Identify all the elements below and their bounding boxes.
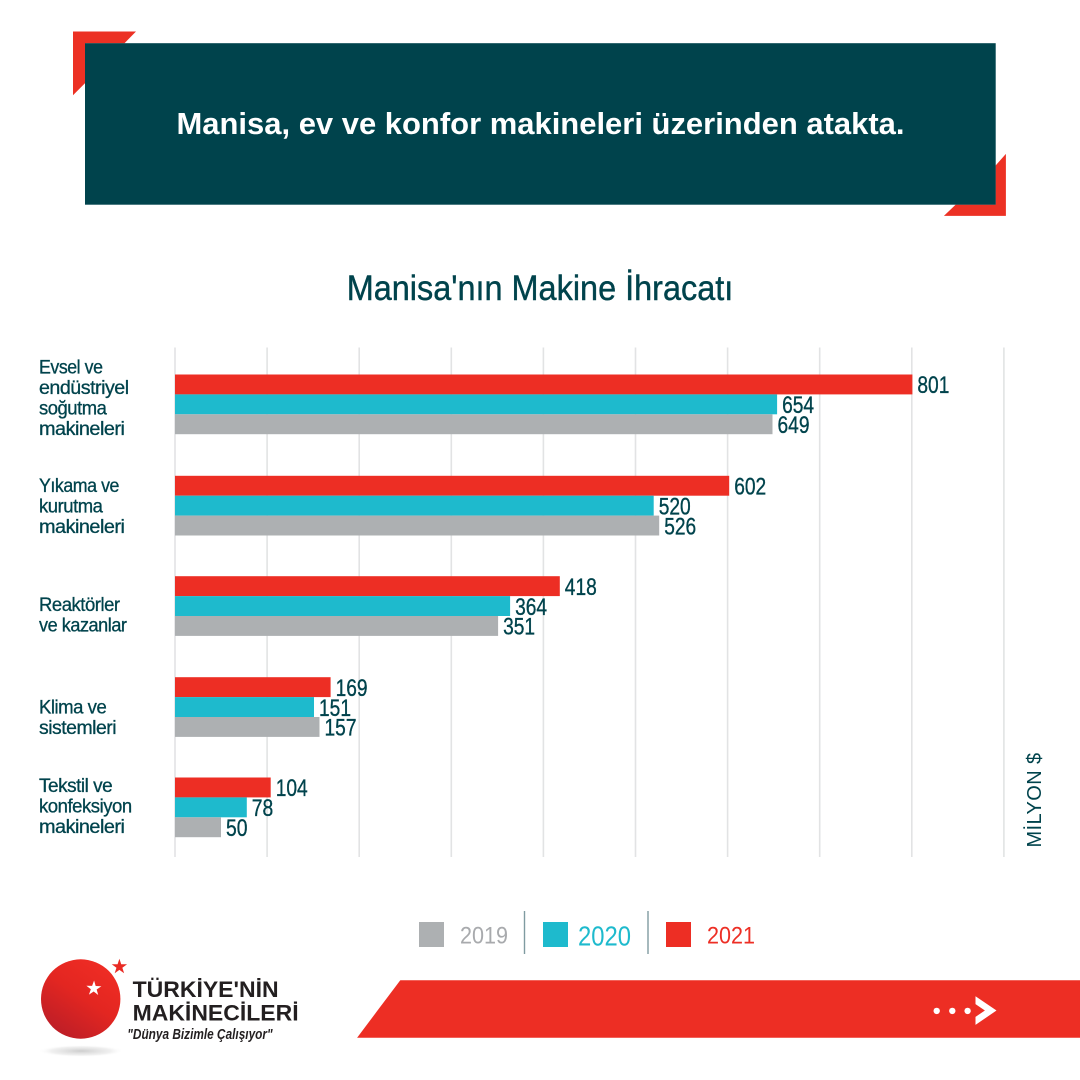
svg-text:soğutma: soğutma <box>39 398 107 420</box>
svg-text:Reaktörler: Reaktörler <box>39 594 121 616</box>
svg-text:Klima ve: Klima ve <box>39 696 106 718</box>
svg-text:Evsel ve: Evsel ve <box>39 357 103 379</box>
svg-text:endüstriyel: endüstriyel <box>39 377 129 399</box>
svg-text:makineleri: makineleri <box>39 418 125 440</box>
svg-text:169: 169 <box>336 675 368 702</box>
svg-text:526: 526 <box>664 513 696 540</box>
svg-text:kurutma: kurutma <box>39 496 103 518</box>
svg-text:78: 78 <box>252 795 273 822</box>
svg-text:TÜRKİYE'NİN: TÜRKİYE'NİN <box>133 977 279 1002</box>
svg-text:151: 151 <box>319 695 351 722</box>
svg-text:801: 801 <box>917 372 949 399</box>
svg-text:ve kazanlar: ve kazanlar <box>39 615 127 637</box>
svg-text:makineleri: makineleri <box>39 516 125 538</box>
svg-text:104: 104 <box>276 775 308 802</box>
svg-text:"Dünya Bizimle Çalışıyor": "Dünya Bizimle Çalışıyor" <box>127 1027 273 1043</box>
svg-text:makineleri: makineleri <box>39 816 125 838</box>
svg-text:2021: 2021 <box>707 923 755 950</box>
svg-text:Manisa, ev ve konfor makineler: Manisa, ev ve konfor makineleri üzerinde… <box>177 106 905 141</box>
svg-text:157: 157 <box>325 715 357 742</box>
svg-text:2020: 2020 <box>578 921 631 952</box>
svg-text:602: 602 <box>734 474 766 501</box>
svg-text:50: 50 <box>226 815 248 842</box>
svg-text:Yıkama ve: Yıkama ve <box>39 475 119 497</box>
svg-text:364: 364 <box>515 594 547 621</box>
svg-text:2019: 2019 <box>460 923 508 950</box>
svg-text:MAKİNECİLERİ: MAKİNECİLERİ <box>133 1001 299 1026</box>
svg-text:Tekstil ve: Tekstil ve <box>39 775 112 797</box>
svg-text:418: 418 <box>565 574 597 601</box>
svg-text:Manisa'nın Makine İhracatı: Manisa'nın Makine İhracatı <box>347 268 734 308</box>
svg-text:654: 654 <box>782 392 814 419</box>
svg-text:520: 520 <box>659 493 691 520</box>
svg-text:649: 649 <box>778 412 810 439</box>
svg-text:konfeksiyon: konfeksiyon <box>39 796 132 818</box>
svg-text:MİLYON $: MİLYON $ <box>1023 752 1046 847</box>
svg-text:351: 351 <box>503 614 535 641</box>
svg-text:sistemleri: sistemleri <box>39 717 116 739</box>
